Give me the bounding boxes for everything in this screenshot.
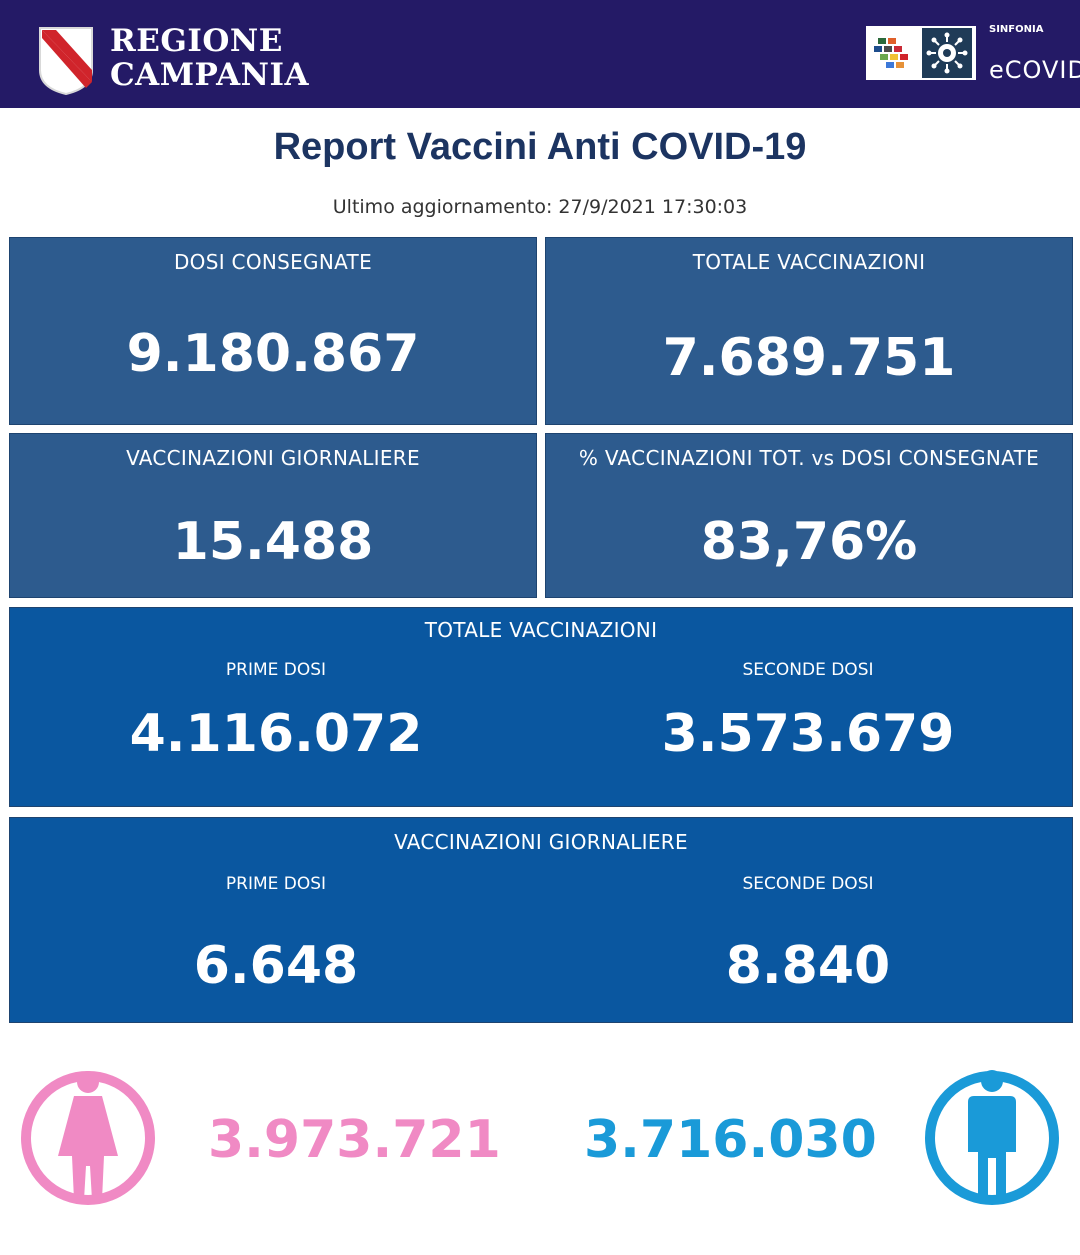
virus-icon (922, 28, 972, 78)
totale-seconde-dosi-value: 3.573.679 (661, 704, 955, 764)
card-dosi-consegnate-label: DOSI CONSEGNATE (173, 250, 373, 274)
female-vaccinations-value: 3.973.721 (208, 1110, 501, 1170)
section-giornaliere-label: VACCINAZIONI GIORNALIERE (394, 830, 688, 854)
section-totale-label: TOTALE VACCINAZIONI (424, 618, 658, 642)
card-vaccinazioni-giornaliere: VACCINAZIONI GIORNALIERE 15.488 (9, 433, 537, 598)
female-person-icon (21, 1071, 155, 1205)
section-vaccinazioni-giornaliere: VACCINAZIONI GIORNALIERE PRIME DOSI 6.64… (9, 817, 1073, 1023)
region-campania-logo-icon (39, 27, 93, 96)
sinfonia-mosaic-icon (874, 38, 908, 68)
region-name-line1: REGIONE (110, 23, 283, 59)
section-totale-vaccinazioni: TOTALE VACCINAZIONI PRIME DOSI 4.116.072… (9, 607, 1073, 807)
card-percentuale-label: % VACCINAZIONI TOT. vs DOSI CONSEGNATE (578, 446, 1040, 470)
giornaliere-seconde-dosi-label: SECONDE DOSI (742, 874, 874, 894)
giornaliere-seconde-dosi-value: 8.840 (725, 936, 891, 996)
giornaliere-prime-dosi-label: PRIME DOSI (225, 874, 327, 894)
card-vaccinazioni-giornaliere-label: VACCINAZIONI GIORNALIERE (126, 446, 420, 470)
card-dosi-consegnate-value: 9.180.867 (126, 324, 420, 384)
totale-prime-dosi-value: 4.116.072 (129, 704, 423, 764)
card-totale-vaccinazioni-value: 7.689.751 (662, 328, 956, 388)
region-name: REGIONE CAMPANIA (110, 24, 309, 92)
male-person-icon (925, 1070, 1059, 1205)
sinfonia-label: SINFONIA (989, 24, 1044, 35)
sinfonia-logo (866, 26, 976, 80)
page-title: Report Vaccini Anti COVID-19 (273, 126, 807, 168)
giornaliere-prime-dosi-value: 6.648 (193, 936, 359, 996)
ecovid-label: eCOVID (989, 56, 1080, 84)
totale-seconde-dosi-label: SECONDE DOSI (742, 660, 874, 680)
card-percentuale: % VACCINAZIONI TOT. vs DOSI CONSEGNATE 8… (545, 433, 1073, 598)
card-totale-vaccinazioni-label: TOTALE VACCINAZIONI (692, 250, 926, 274)
male-vaccinations-value: 3.716.030 (584, 1110, 877, 1170)
card-vaccinazioni-giornaliere-value: 15.488 (172, 512, 374, 572)
last-update-text: Ultimo aggiornamento: 27/9/2021 17:30:03 (332, 196, 748, 218)
region-name-line2: CAMPANIA (110, 57, 310, 93)
totale-prime-dosi-label: PRIME DOSI (225, 660, 327, 680)
header-bar: REGIONE CAMPANIA (0, 0, 1080, 108)
card-dosi-consegnate: DOSI CONSEGNATE 9.180.867 (9, 237, 537, 425)
card-totale-vaccinazioni: TOTALE VACCINAZIONI 7.689.751 (545, 237, 1073, 425)
card-percentuale-value: 83,76% (700, 512, 918, 572)
